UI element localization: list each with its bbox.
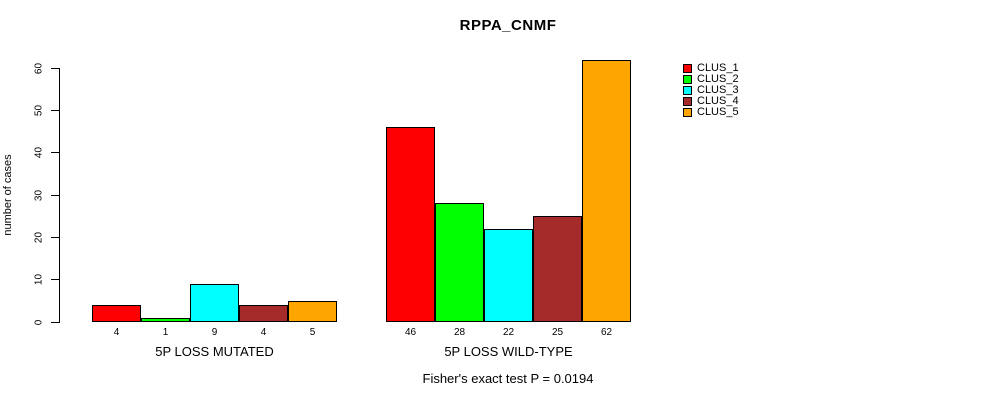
legend-label: CLUS_4 bbox=[697, 95, 739, 107]
legend-label: CLUS_5 bbox=[697, 106, 739, 118]
legend-label: CLUS_1 bbox=[697, 62, 739, 74]
bar-value-label: 22 bbox=[502, 327, 515, 338]
legend-item: CLUS_2 bbox=[683, 74, 739, 85]
bar-clus_3-mutated bbox=[190, 283, 239, 322]
legend-swatch-clus_2 bbox=[683, 75, 692, 84]
y-axis-tick-label: 40 bbox=[33, 147, 45, 159]
legend-label: CLUS_2 bbox=[697, 73, 739, 85]
y-axis-tick bbox=[51, 194, 60, 196]
bar-clus_2-mutated bbox=[141, 317, 190, 322]
legend-label: CLUS_3 bbox=[697, 84, 739, 96]
bar-clus_5-mutated bbox=[288, 300, 337, 322]
y-axis-tick bbox=[51, 67, 60, 69]
bar-value-label: 25 bbox=[551, 327, 564, 338]
bar-value-label: 46 bbox=[404, 327, 417, 338]
y-axis-line bbox=[59, 68, 60, 323]
bar-clus_5-wild-type bbox=[582, 59, 631, 322]
y-axis-tick-label: 20 bbox=[33, 231, 45, 243]
legend: CLUS_1 CLUS_2 CLUS_3 CLUS_4 CLUS_5 bbox=[683, 63, 739, 118]
y-axis-tick-label: 30 bbox=[33, 189, 45, 201]
bar-value-label: 5 bbox=[309, 327, 316, 338]
y-axis-tick-label: 50 bbox=[33, 104, 45, 116]
chart-title: RPPA_CNMF bbox=[459, 17, 557, 34]
bar-value-label: 28 bbox=[453, 327, 466, 338]
legend-item: CLUS_3 bbox=[683, 85, 739, 96]
y-axis-tick bbox=[51, 152, 60, 154]
legend-swatch-clus_1 bbox=[683, 64, 692, 73]
bar-clus_1-wild-type bbox=[386, 127, 435, 322]
bar-clus_4-wild-type bbox=[533, 216, 582, 322]
group-label-5p-loss-mutated: 5P LOSS MUTATED bbox=[155, 344, 274, 359]
y-axis-label: number of cases bbox=[2, 154, 14, 236]
legend-item: CLUS_1 bbox=[683, 63, 739, 74]
bar-value-label: 62 bbox=[600, 327, 613, 338]
bar-value-label: 4 bbox=[113, 327, 120, 338]
y-axis-tick bbox=[51, 236, 60, 238]
bar-value-label: 9 bbox=[211, 327, 218, 338]
legend-item: CLUS_4 bbox=[683, 96, 739, 107]
y-axis-tick bbox=[51, 109, 60, 111]
legend-swatch-clus_4 bbox=[683, 97, 692, 106]
y-axis-tick bbox=[51, 321, 60, 323]
bar-clus_2-wild-type bbox=[435, 203, 484, 322]
fisher-test-annotation: Fisher's exact test P = 0.0194 bbox=[422, 371, 594, 386]
bar-clus_3-wild-type bbox=[484, 228, 533, 322]
bar-clus_4-mutated bbox=[239, 305, 288, 322]
bar-value-label: 1 bbox=[162, 327, 169, 338]
y-axis-tick-label: 10 bbox=[33, 274, 45, 286]
y-axis-tick bbox=[51, 279, 60, 281]
group-label-5p-loss-wild-type: 5P LOSS WILD-TYPE bbox=[444, 344, 573, 359]
legend-swatch-clus_5 bbox=[683, 108, 692, 117]
legend-item: CLUS_5 bbox=[683, 107, 739, 118]
bar-value-label: 4 bbox=[260, 327, 267, 338]
legend-swatch-clus_3 bbox=[683, 86, 692, 95]
bar-clus_1-mutated bbox=[92, 305, 141, 322]
y-axis-tick-label: 60 bbox=[33, 62, 45, 74]
y-axis-tick-label: 0 bbox=[33, 319, 45, 325]
